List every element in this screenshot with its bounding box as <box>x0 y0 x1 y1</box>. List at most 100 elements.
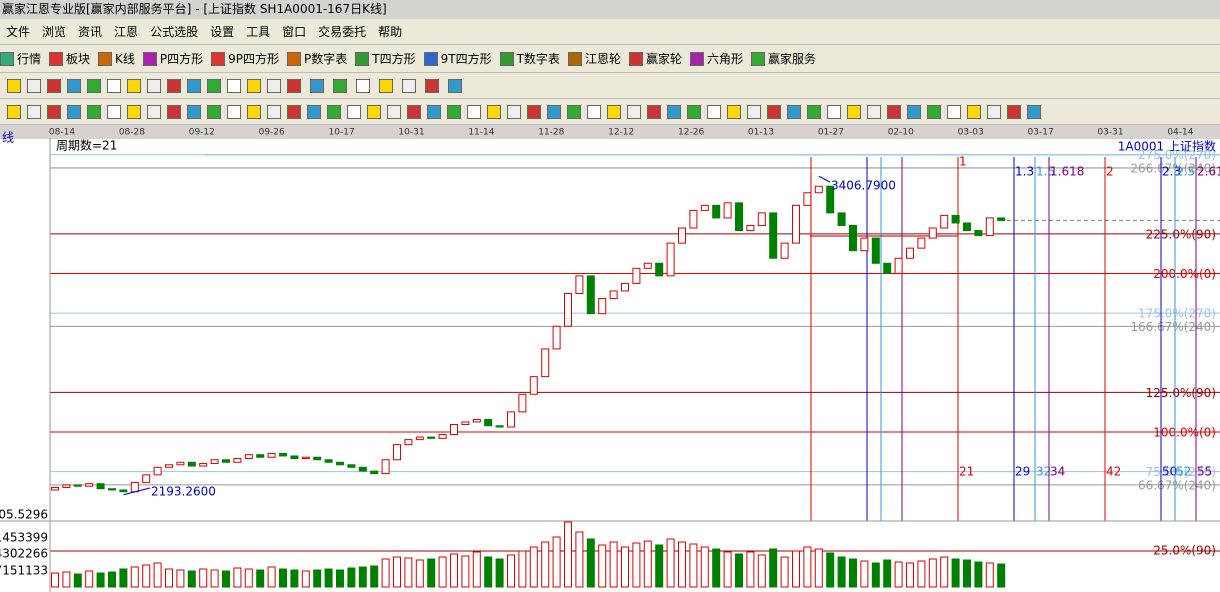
tool-icon[interactable] <box>327 104 341 119</box>
tool-icon[interactable] <box>402 78 416 93</box>
toolbar-button[interactable]: K线 <box>98 50 135 67</box>
tool-icon[interactable] <box>267 104 281 119</box>
tool-icon[interactable] <box>167 104 181 119</box>
tool-icon[interactable] <box>107 78 121 93</box>
toolbar-button[interactable]: 9P四方形 <box>211 50 279 67</box>
tool-icon[interactable] <box>287 104 301 119</box>
tool-icon[interactable] <box>227 78 241 93</box>
tool-icon[interactable] <box>87 78 101 93</box>
tool-icon[interactable] <box>267 78 281 93</box>
tool-icon[interactable] <box>987 104 1001 119</box>
menu-item[interactable]: 工具 <box>246 25 271 39</box>
tool-icon[interactable] <box>47 104 61 119</box>
tool-icon[interactable] <box>967 104 981 119</box>
menu-item[interactable]: 交易委托 <box>318 25 367 39</box>
tool-icon[interactable] <box>207 78 221 93</box>
tool-icon[interactable] <box>887 104 901 119</box>
tool-icon[interactable] <box>347 104 361 119</box>
tool-icon[interactable] <box>547 104 561 119</box>
candle <box>792 204 800 244</box>
tool-icon[interactable] <box>67 78 81 93</box>
tool-icon[interactable] <box>387 104 401 119</box>
tool-icon[interactable] <box>827 104 841 119</box>
tool-icon[interactable] <box>607 104 621 119</box>
tool-icon[interactable] <box>107 104 121 119</box>
toolbar-button[interactable]: 行情 <box>0 50 41 67</box>
tool-icon[interactable] <box>587 104 601 119</box>
tool-icon[interactable] <box>407 104 421 119</box>
menu-item[interactable]: 资讯 <box>78 25 103 39</box>
tool-icon[interactable] <box>707 104 721 119</box>
tool-icon[interactable] <box>47 78 61 93</box>
tool-icon[interactable] <box>767 104 781 119</box>
tool-icon[interactable] <box>379 78 393 93</box>
tool-icon[interactable] <box>1007 104 1021 119</box>
tool-icon[interactable] <box>1027 104 1041 119</box>
tool-icon[interactable] <box>167 78 181 93</box>
menu-item[interactable]: 文件 <box>6 25 31 39</box>
tool-icon[interactable] <box>947 104 961 119</box>
tool-icon[interactable] <box>427 104 441 119</box>
tool-icon[interactable] <box>527 104 541 119</box>
tool-icon[interactable] <box>507 104 521 119</box>
tool-icon[interactable] <box>247 78 261 93</box>
toolbar-button[interactable]: P四方形 <box>142 50 203 67</box>
tool-icon[interactable] <box>147 78 161 93</box>
tool-icon[interactable] <box>310 78 324 93</box>
tool-icon[interactable] <box>187 104 201 119</box>
tool-icon[interactable] <box>727 104 741 119</box>
tool-icon[interactable] <box>247 104 261 119</box>
menu-item[interactable]: 公式选股 <box>150 25 199 39</box>
menu-item[interactable]: 设置 <box>210 25 235 39</box>
tool-icon[interactable] <box>287 78 301 93</box>
menu-item[interactable]: 窗口 <box>282 25 307 39</box>
tool-icon[interactable] <box>425 78 439 93</box>
toolbar-button[interactable]: P数字表 <box>287 50 347 67</box>
menu-item[interactable]: 浏览 <box>42 25 67 39</box>
toolbar-button[interactable]: T四方形 <box>355 50 416 67</box>
tool-icon[interactable] <box>807 104 821 119</box>
tool-icon[interactable] <box>567 104 581 119</box>
toolbar-button[interactable]: 赢家轮 <box>628 50 682 67</box>
tool-icon[interactable] <box>356 78 370 93</box>
toolbar-button[interactable]: 江恩轮 <box>567 50 621 67</box>
tool-icon[interactable] <box>467 104 481 119</box>
tool-icon[interactable] <box>307 104 321 119</box>
tool-icon[interactable] <box>127 104 141 119</box>
tool-icon[interactable] <box>687 104 701 119</box>
tool-icon[interactable] <box>867 104 881 119</box>
toolbar-button[interactable]: 赢家服务 <box>750 50 816 67</box>
menu-item[interactable]: 江恩 <box>114 25 139 39</box>
tool-icon[interactable] <box>747 104 761 119</box>
tool-icon[interactable] <box>927 104 941 119</box>
toolbar-button[interactable]: 六角形 <box>689 50 743 67</box>
tool-icon[interactable] <box>127 78 141 93</box>
candle <box>689 209 698 229</box>
toolbar-button[interactable]: 9T四方形 <box>423 50 492 67</box>
tool-icon[interactable] <box>147 104 161 119</box>
tool-icon[interactable] <box>627 104 641 119</box>
tool-icon[interactable] <box>367 104 381 119</box>
menu-item[interactable]: 帮助 <box>378 25 403 39</box>
tool-icon[interactable] <box>7 104 21 119</box>
tool-icon[interactable] <box>787 104 801 119</box>
tool-icon[interactable] <box>333 78 347 93</box>
tool-icon[interactable] <box>87 104 101 119</box>
tool-icon[interactable] <box>187 78 201 93</box>
tool-icon[interactable] <box>448 78 462 93</box>
tool-icon[interactable] <box>487 104 501 119</box>
tool-icon[interactable] <box>67 104 81 119</box>
tool-icon[interactable] <box>647 104 661 119</box>
toolbar-button[interactable]: 板块 <box>49 50 90 67</box>
tool-icon[interactable] <box>447 104 461 119</box>
candle <box>472 418 481 423</box>
tool-icon[interactable] <box>27 104 41 119</box>
tool-icon[interactable] <box>27 78 41 93</box>
tool-icon[interactable] <box>7 78 21 93</box>
toolbar-button[interactable]: T数字表 <box>499 50 560 67</box>
tool-icon[interactable] <box>847 104 861 119</box>
tool-icon[interactable] <box>907 104 921 119</box>
tool-icon[interactable] <box>227 104 241 119</box>
tool-icon[interactable] <box>207 104 221 119</box>
tool-icon[interactable] <box>667 104 681 119</box>
